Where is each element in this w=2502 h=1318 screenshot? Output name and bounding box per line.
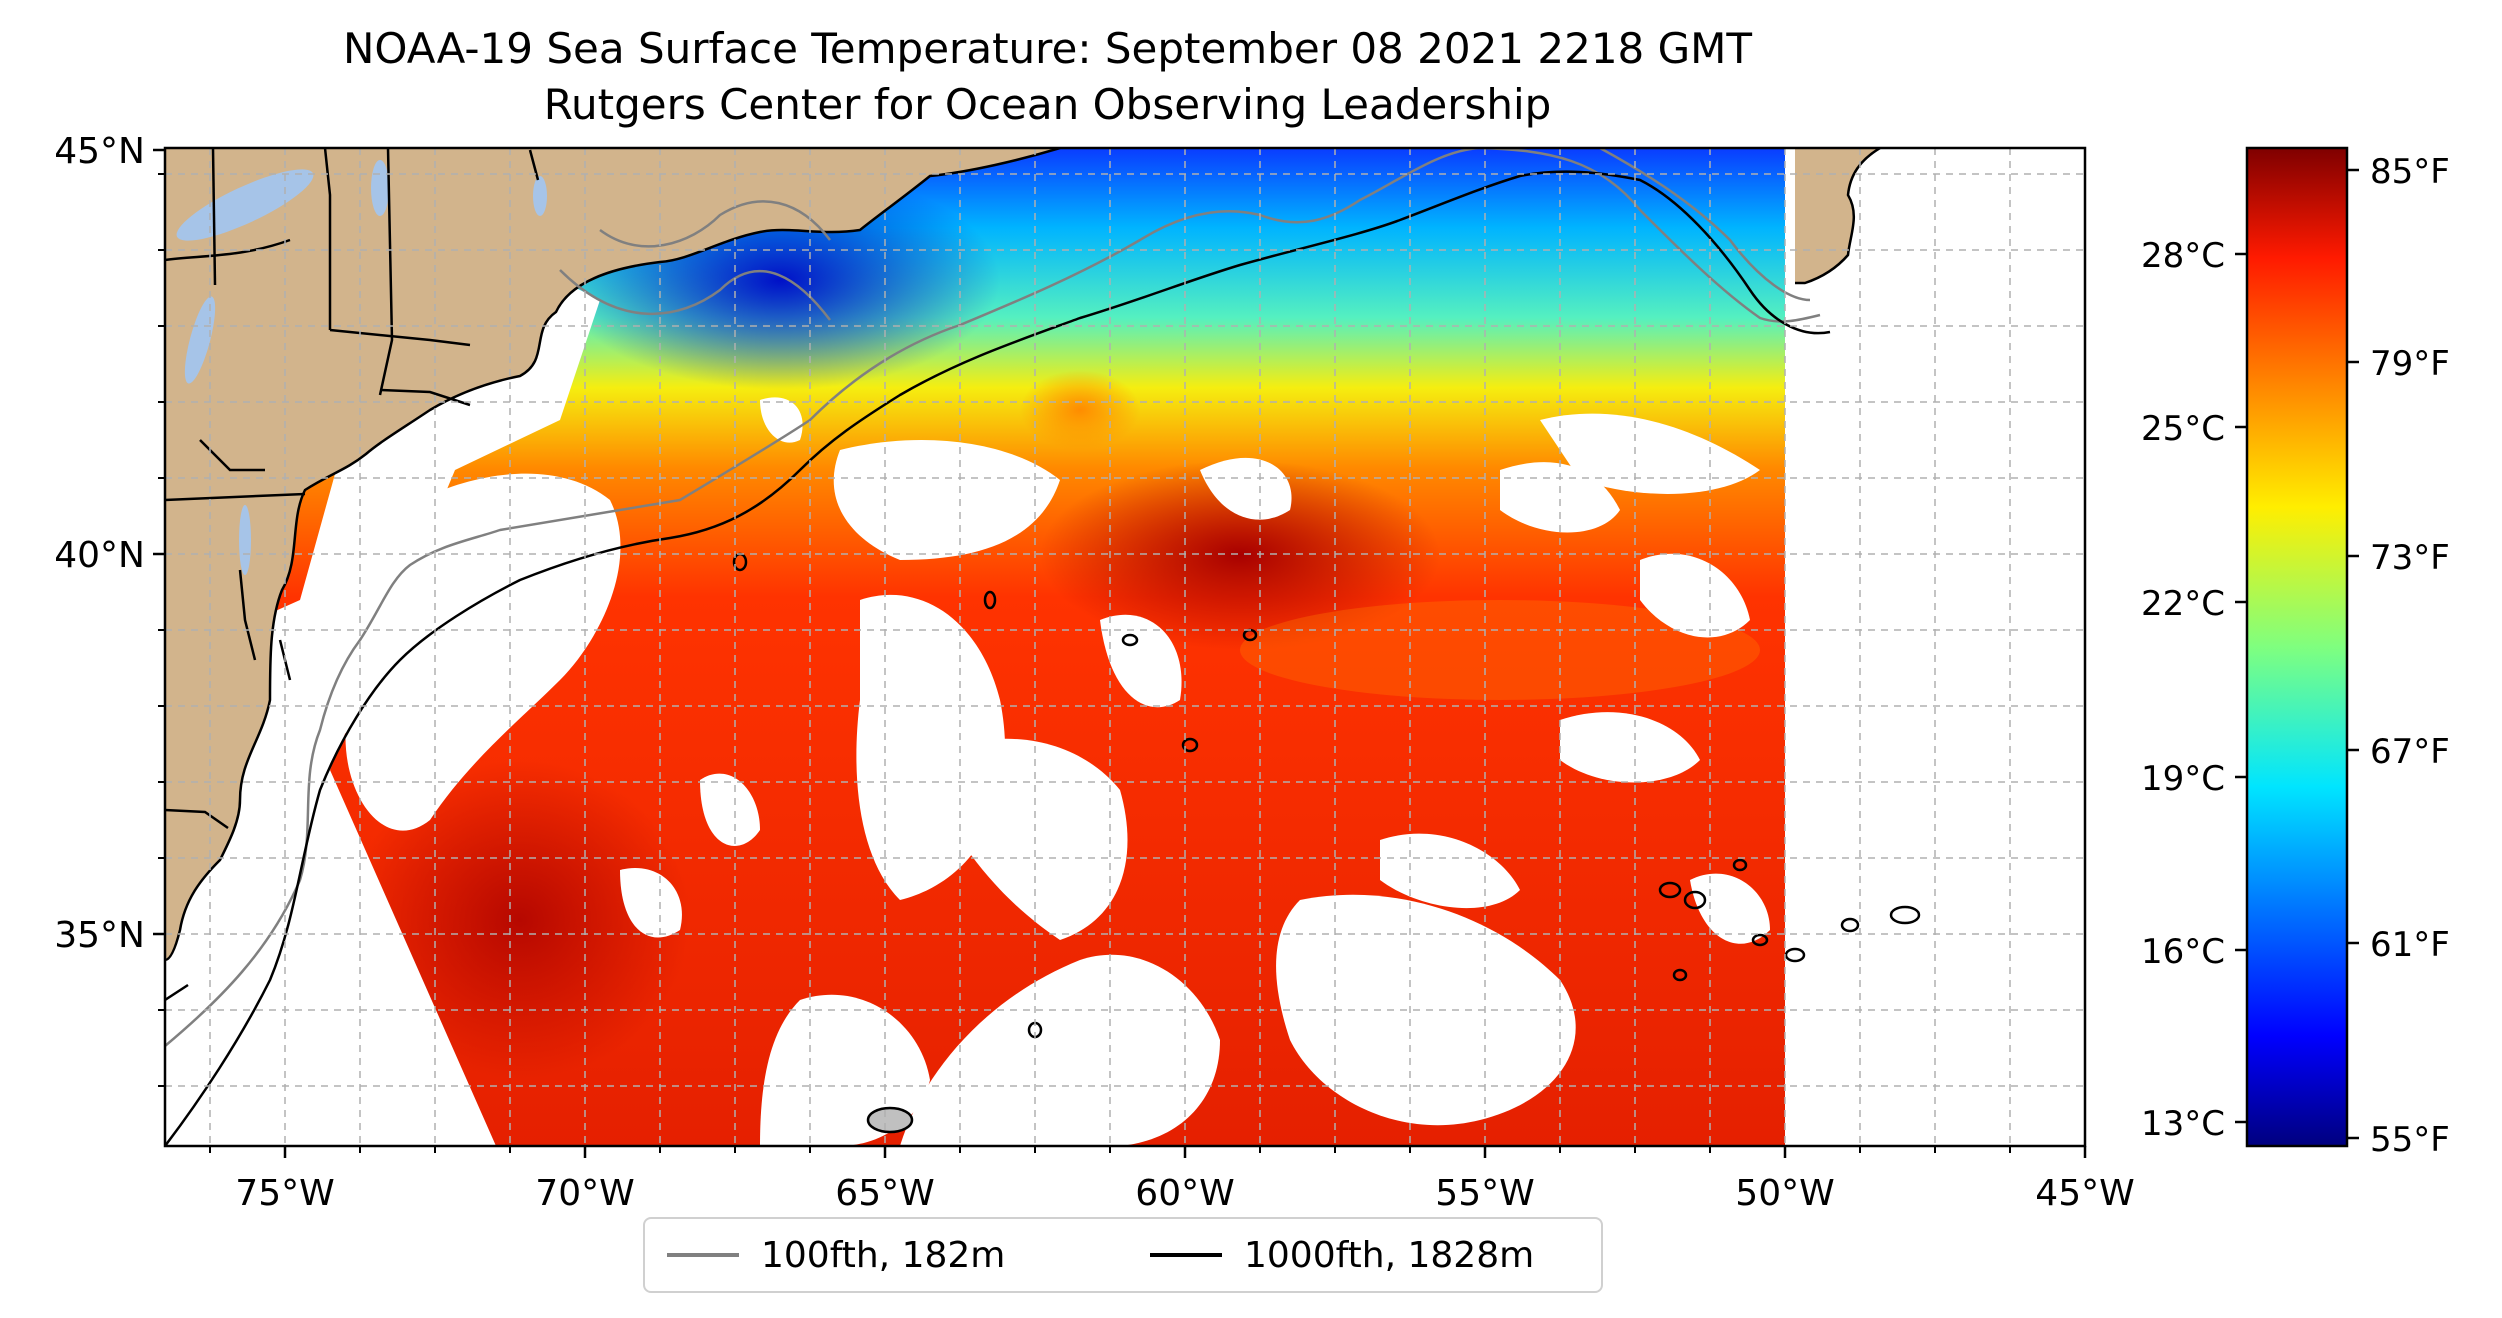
figure-subtitle: Rutgers Center for Ocean Observing Leade… (543, 80, 1552, 129)
lat-tick-label: 40°N (54, 535, 145, 576)
colorbar-fahrenheit-label: 85°F (2370, 152, 2450, 192)
figure-title: NOAA-19 Sea Surface Temperature: Septemb… (342, 24, 1753, 73)
isobath-1000fth (165, 170, 1831, 1146)
lon-tick-label: 60°W (1135, 1173, 1234, 1214)
lat-tick-labels: 35°N 40°N 45°N (54, 131, 165, 956)
colorbar: 28°C 25°C 22°C 19°C 16°C 13°C 85°F 79°F … (2141, 146, 2450, 1160)
legend-item-1000fth: 1000fth, 1828m (1150, 1219, 1534, 1291)
lat-tick-label: 45°N (54, 131, 145, 172)
coastline (165, 148, 1061, 962)
isobath-100fth (165, 148, 1821, 1047)
gridlines (165, 148, 2085, 1146)
colorbar-gradient (2245, 146, 2349, 1148)
colorbar-celsius-label: 28°C (2141, 236, 2225, 276)
lon-tick-label: 45°W (2035, 1173, 2134, 1214)
state-boundaries (165, 148, 540, 1002)
legend-item-100fth: 100fth, 182m (667, 1219, 1005, 1291)
lon-tick-labels: 75°W 70°W 65°W 60°W 55°W 50°W 45°W (235, 1146, 2135, 1214)
lon-tick-label: 75°W (235, 1173, 334, 1214)
no-data-region (165, 150, 600, 1146)
legend-swatch (1150, 1253, 1222, 1257)
lon-tick-label: 50°W (1735, 1173, 1834, 1214)
map-frame (163, 146, 2087, 1148)
colorbar-celsius-label: 19°C (2141, 759, 2225, 799)
lon-tick-label: 55°W (1435, 1173, 1534, 1214)
legend-swatch (667, 1253, 739, 1257)
colorbar-fahrenheit-label: 73°F (2370, 538, 2450, 578)
legend-label: 1000fth, 1828m (1244, 1234, 1535, 1276)
cloud-mask (345, 189, 1770, 1146)
colorbar-celsius-label: 25°C (2141, 409, 2225, 449)
map-contents (165, 148, 2085, 1146)
colorbar-fahrenheit-label: 55°F (2370, 1120, 2450, 1160)
colorbar-fahrenheit-label: 67°F (2370, 732, 2450, 772)
legend: 100fth, 182m 1000fth, 1828m (643, 1217, 1603, 1293)
colorbar-fahrenheit-label: 79°F (2370, 344, 2450, 384)
lat-tick-label: 35°N (54, 915, 145, 956)
lon-tick-label: 65°W (835, 1173, 934, 1214)
colorbar-celsius-label: 16°C (2141, 932, 2225, 972)
colorbar-celsius-label: 13°C (2141, 1104, 2225, 1144)
lon-tick-label: 70°W (535, 1173, 634, 1214)
legend-label: 100fth, 182m (761, 1234, 1006, 1276)
colorbar-celsius-label: 22°C (2141, 584, 2225, 624)
colorbar-fahrenheit-label: 61°F (2370, 925, 2450, 965)
